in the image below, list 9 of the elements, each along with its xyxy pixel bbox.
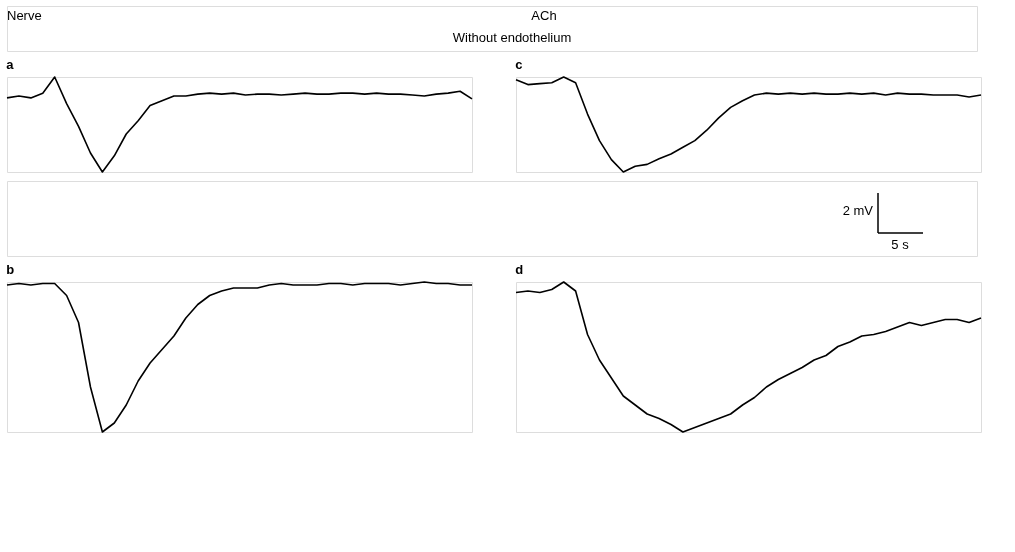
chart-title: c xyxy=(515,57,523,73)
chart-title: b xyxy=(6,262,15,278)
text: Without endothelium xyxy=(452,30,572,45)
text: Nerve xyxy=(7,8,42,23)
chart-title: a xyxy=(6,57,15,73)
text: 5 s xyxy=(891,237,910,252)
chart-title: d xyxy=(515,262,524,278)
text: 2 mV xyxy=(842,203,874,218)
text: ACh xyxy=(531,8,557,23)
